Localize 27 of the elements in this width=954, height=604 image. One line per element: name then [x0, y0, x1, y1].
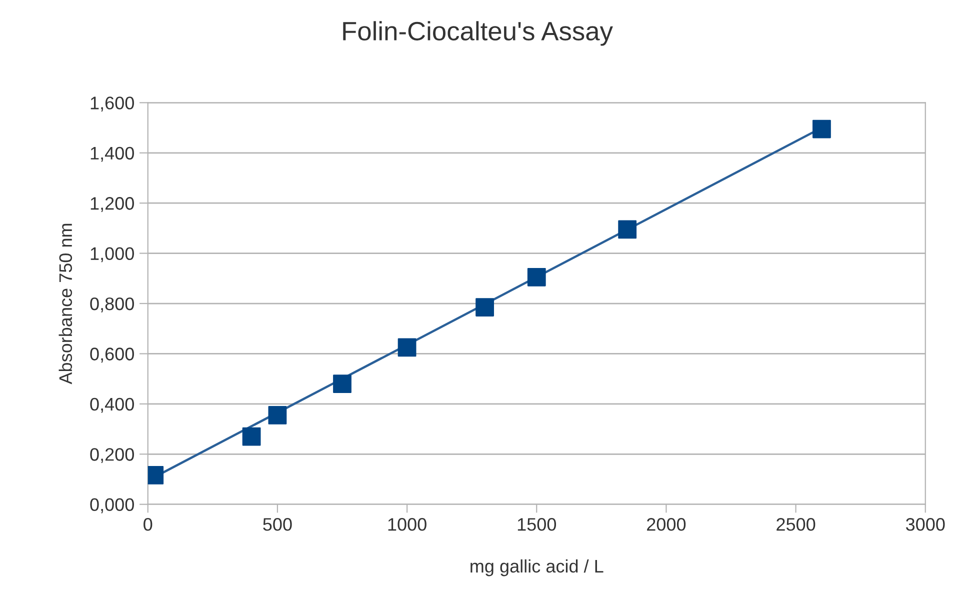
x-tick-label: 1000 [388, 518, 426, 531]
y-tick-label: 1,000 [90, 247, 134, 262]
y-tick-label: 1,400 [90, 146, 134, 162]
y-tick-label: 0,400 [90, 398, 134, 413]
y-tick-label: 0,000 [90, 498, 134, 514]
chart-title: Folin-Ciocalteu's Assay [343, 21, 613, 46]
point [476, 298, 494, 316]
point [527, 268, 546, 286]
y-axis-title: Absorbance 750 nm [58, 224, 72, 384]
x-tick-label: 500 [263, 518, 292, 531]
point [618, 220, 637, 239]
y-tick-label: 0,600 [90, 348, 134, 363]
point [812, 120, 831, 138]
x-tick-label: 3000 [906, 518, 945, 531]
point [333, 374, 352, 394]
y-tick-label: 1,200 [90, 197, 134, 212]
y-tick-label: 1,600 [90, 96, 134, 112]
x-axis-title: mg gallic acid / L [470, 559, 604, 576]
point [398, 338, 416, 357]
y-tick-label: 0,800 [90, 297, 134, 312]
x-tick-label: 2000 [647, 518, 686, 531]
x-tick-label: 0 [144, 518, 152, 531]
x-tick-label: 2500 [776, 518, 816, 531]
x-tick-label: 1500 [518, 518, 556, 531]
point [268, 406, 287, 424]
y-tick-label: 0,200 [90, 448, 134, 463]
point [242, 427, 261, 446]
